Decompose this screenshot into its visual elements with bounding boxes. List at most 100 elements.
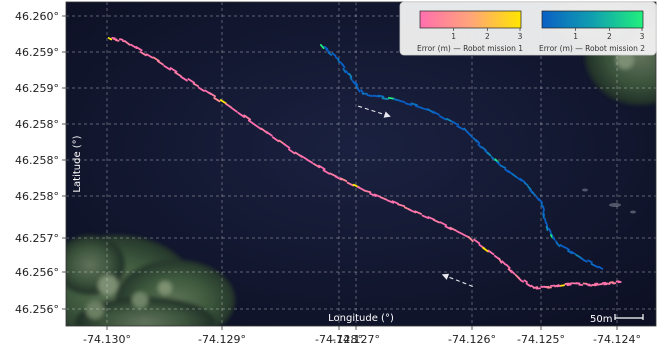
trajectory-segment	[542, 213, 545, 220]
trajectory-segment	[432, 110, 440, 116]
trajectory-segment	[567, 250, 573, 255]
trajectory-segment	[219, 99, 227, 105]
direction-arrows	[358, 105, 473, 287]
trajectory-segment	[519, 279, 524, 283]
trajectory-segment	[556, 284, 562, 288]
x-tick-label: -74.126°	[448, 333, 496, 346]
trajectory-segment	[391, 200, 399, 205]
trajectory-mission-1	[107, 37, 622, 290]
x-tick-label: -74.128°	[315, 333, 363, 346]
trajectory-segment	[570, 250, 576, 255]
scale-bar: 50m	[590, 314, 644, 325]
trajectory-segment	[349, 76, 353, 81]
trajectory-segment	[107, 37, 113, 41]
trajectory-segment	[312, 162, 321, 169]
trajectory-segment	[482, 246, 490, 253]
trajectory-segment	[560, 284, 566, 287]
trajectory-segment	[331, 52, 337, 57]
trajectory-segment	[254, 124, 262, 130]
trajectory-segment	[566, 283, 572, 287]
trajectory-segment	[139, 51, 147, 57]
colorbar-tick-label: 3	[518, 32, 523, 41]
colorbar-tick-label: 1	[573, 32, 578, 41]
trajectory-segment	[499, 164, 507, 169]
trajectory-segment	[564, 246, 571, 251]
trajectory-segment	[363, 189, 372, 194]
trajectory-segment	[356, 186, 365, 191]
trajectory-segment	[404, 102, 413, 106]
y-axis-label: Latitude (°)	[72, 135, 83, 192]
trajectory-segment	[288, 148, 296, 155]
scale-bar-label: 50m	[590, 314, 612, 325]
trajectory-segment	[501, 260, 507, 266]
y-tick-label: 46.259°	[15, 82, 59, 95]
trajectory-segment	[475, 139, 481, 145]
trajectory-segment	[505, 263, 511, 269]
trajectory-segment	[386, 199, 395, 204]
trajectory-segment	[356, 88, 361, 93]
y-tick-label: 46.256°	[15, 266, 59, 279]
trajectory-segment	[568, 282, 574, 285]
colorbar-mission-1-label: Error (m) — Robot mission 1	[417, 44, 523, 53]
trajectory-segment	[339, 177, 348, 182]
trajectory-segment	[348, 72, 353, 78]
plot-frame	[65, 1, 657, 327]
trajectory-segment	[496, 161, 502, 167]
trajectory-segment	[414, 210, 423, 215]
trajectory-segment	[456, 125, 465, 131]
trajectory-segment	[542, 205, 545, 212]
trajectory-segment	[547, 227, 552, 233]
trajectory-segment	[498, 257, 503, 264]
trajectory-segment	[271, 136, 280, 143]
trajectory-segment	[243, 114, 252, 121]
trajectory-segment	[180, 75, 188, 82]
colorbar-tick-label: 1	[451, 32, 456, 41]
trajectory-segment	[322, 169, 331, 175]
trajectory-segment	[511, 173, 518, 178]
trajectory-segment	[354, 81, 359, 86]
trajectory-segment	[112, 38, 118, 41]
trajectory-segment	[439, 221, 448, 227]
x-axis-label: Longitude (°)	[328, 313, 394, 324]
trajectory-segment	[468, 133, 474, 139]
trajectory-segment	[192, 82, 200, 88]
trajectory-segment	[323, 45, 329, 50]
trajectory-segment	[605, 282, 611, 285]
y-tick-label: 46.258°	[15, 154, 59, 167]
trajectory-segment	[486, 151, 492, 157]
trajectory-segment	[421, 214, 430, 220]
forest-shoreline-bottom-left	[66, 235, 235, 326]
trajectory-segment	[408, 208, 417, 214]
trajectory-segment	[432, 218, 441, 224]
trajectory-segment	[540, 201, 543, 208]
trajectory-segment	[208, 92, 216, 98]
trajectory-segment	[477, 143, 483, 149]
trajectory-segment	[379, 196, 388, 201]
trajectory-segment	[213, 97, 221, 103]
trajectory-segment	[115, 39, 120, 42]
colorbar-tick-label: 2	[485, 32, 490, 41]
trajectory-segment	[163, 64, 172, 71]
trajectory-segment	[355, 84, 359, 90]
colorbar-mission-2-gradient	[541, 10, 644, 29]
trajectory-segment	[145, 53, 154, 59]
trajectory-segment	[366, 94, 374, 97]
trajectory-segment	[336, 57, 341, 64]
y-tick-label: 46.258°	[15, 190, 59, 203]
trajectory-segment	[530, 284, 535, 289]
trajectory-segment	[369, 192, 377, 197]
trajectory-segment	[317, 164, 326, 171]
trajectory-segment	[552, 236, 556, 241]
trajectory-segment	[345, 70, 350, 76]
trajectory-segment	[593, 264, 599, 269]
x-tick-label: -74.125°	[517, 333, 565, 346]
trajectory-segment	[414, 105, 423, 109]
trajectory-segment	[247, 119, 256, 126]
trajectory-segment	[439, 115, 447, 121]
trajectory-segment	[544, 218, 547, 224]
trajectory-segment	[123, 40, 131, 46]
trajectory-segment	[526, 283, 532, 288]
trajectory-segment	[531, 191, 537, 197]
x-tick-label: -74.124°	[593, 333, 641, 346]
